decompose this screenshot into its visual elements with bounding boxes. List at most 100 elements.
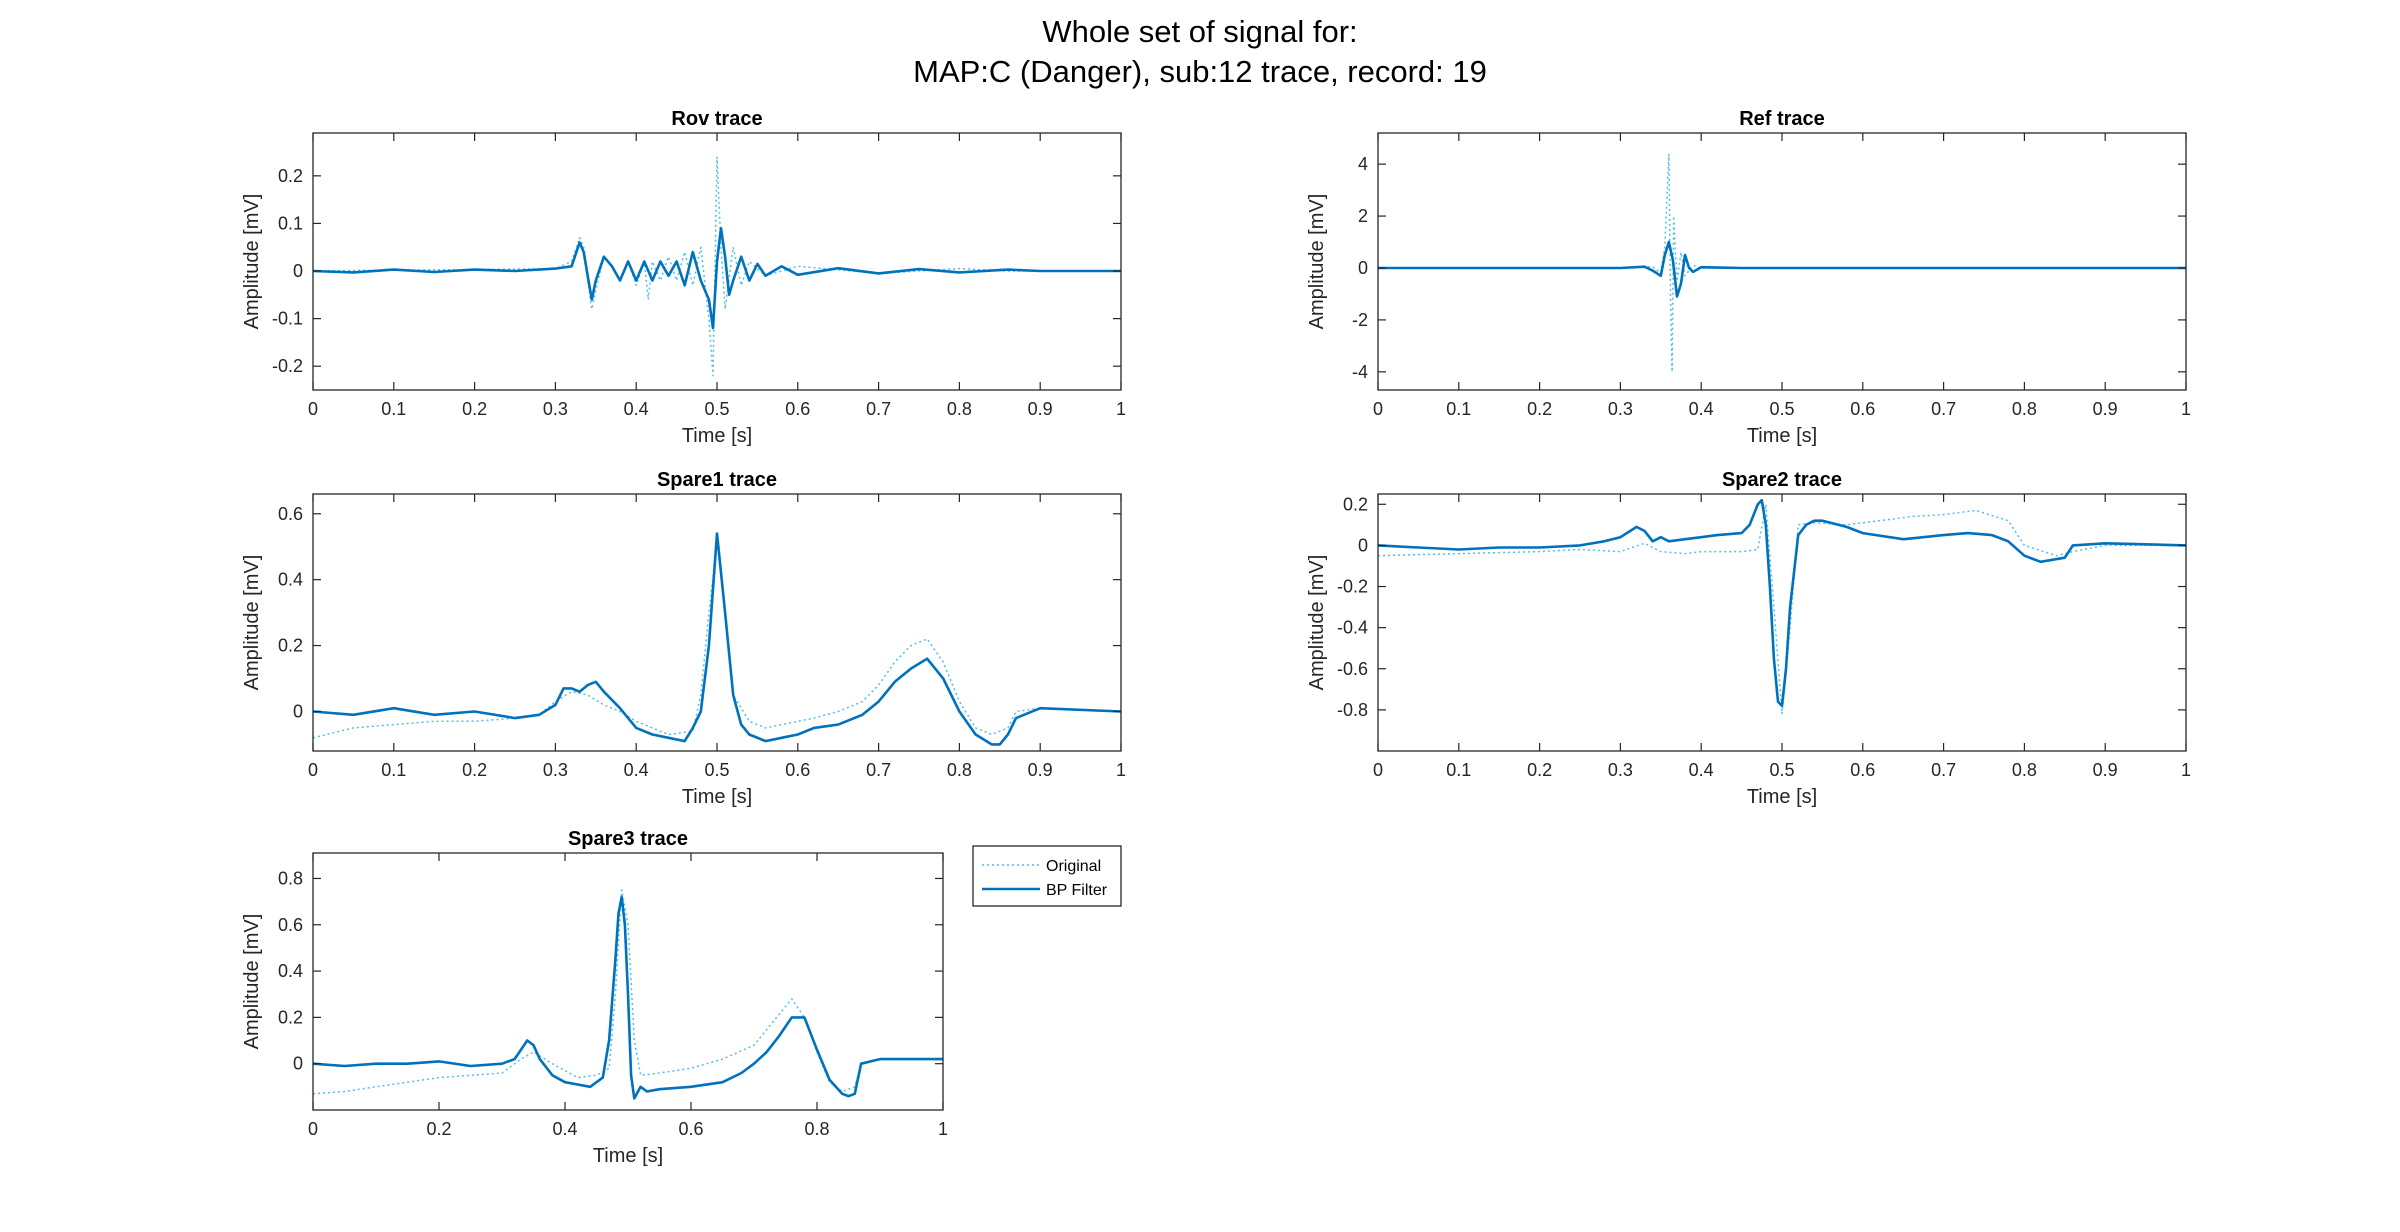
y-tick-label: 0.6 — [278, 504, 303, 524]
axes-frame — [312, 852, 944, 1111]
x-tick-label: 0.5 — [704, 760, 729, 780]
x-tick-label: 0.2 — [426, 1119, 451, 1139]
x-tick-label: 0.8 — [947, 399, 972, 419]
y-tick-label: 0.2 — [278, 166, 303, 186]
y-tick-label: 0 — [1358, 535, 1368, 555]
x-tick-label: 0.9 — [2093, 399, 2118, 419]
axes-frame — [1377, 132, 2187, 391]
axes-3: 0 0.1 0.2 0.3 0.4 0.5 0.6 0.7 0.8 0.9 1 0 0.2 0.4 0.6 S… — [241, 469, 1126, 808]
x-tick-label: 0.4 — [552, 1119, 577, 1139]
x-tick-label: 0.5 — [1769, 760, 1794, 780]
y-axis-label: Amplitude [mV] — [1306, 194, 1328, 330]
x-tick-label: 0.1 — [381, 760, 406, 780]
x-tick-label: 0.2 — [462, 760, 487, 780]
x-tick-label: 1 — [2181, 399, 2191, 419]
x-tick-label: 0.6 — [678, 1119, 703, 1139]
series-line-bp-filter — [313, 532, 1121, 746]
y-tick-label: 0 — [293, 261, 303, 281]
axes-1: 0 0.1 0.2 0.3 0.4 0.5 0.6 0.7 0.8 0.9 1 -0.2 -0.1 0 0.… — [241, 108, 1126, 447]
y-tick-label: -4 — [1352, 362, 1368, 382]
legend: Original BP Filter — [972, 845, 1122, 907]
x-tick-label: 0.6 — [1850, 760, 1875, 780]
x-tick-label: 0.6 — [1850, 399, 1875, 419]
y-tick-label: 0.6 — [278, 915, 303, 935]
y-tick-label: 0 — [293, 1054, 303, 1074]
x-tick-label: 1 — [1116, 399, 1126, 419]
axes-title: Spare1 trace — [657, 469, 777, 491]
x-tick-label: 0.9 — [2093, 760, 2118, 780]
x-tick-label: 0.8 — [2012, 399, 2037, 419]
y-tick-label: -0.8 — [1337, 700, 1368, 720]
y-tick-label: 0.1 — [278, 213, 303, 233]
x-tick-label: 0.2 — [1527, 399, 1552, 419]
y-tick-label: -0.2 — [272, 356, 303, 376]
y-axis-label: Amplitude [mV] — [1306, 555, 1328, 691]
axes-5: 0 0.2 0.4 0.6 0.8 1 0 0.2 0.4 0.6 0.8 Spare3 trace T… — [241, 828, 948, 1167]
x-tick-label: 1 — [938, 1119, 948, 1139]
x-tick-label: 0 — [308, 1119, 318, 1139]
axes-4: 0 0.1 0.2 0.3 0.4 0.5 0.6 0.7 0.8 0.9 1 -0.8 -0.6 -0.… — [1306, 469, 2191, 808]
figure-title-line1: Whole set of signal for: — [1042, 14, 1358, 49]
axes-title: Ref trace — [1739, 108, 1825, 130]
x-tick-label: 0.1 — [1446, 760, 1471, 780]
series-line-original — [1378, 503, 2186, 715]
x-tick-label: 0.8 — [2012, 760, 2037, 780]
y-tick-label: 0.2 — [1343, 494, 1368, 514]
x-tick-label: 0.5 — [1769, 399, 1794, 419]
y-tick-label: 0.2 — [278, 636, 303, 656]
axes-title: Spare2 trace — [1722, 469, 1842, 491]
x-axis-label: Time [s] — [682, 786, 752, 808]
x-tick-label: 0.9 — [1028, 399, 1053, 419]
legend-box — [972, 845, 1122, 907]
y-tick-label: -0.4 — [1337, 618, 1368, 638]
y-tick-label: 0.4 — [278, 570, 303, 590]
x-tick-label: 0.4 — [624, 760, 649, 780]
x-axis-label: Time [s] — [682, 425, 752, 447]
legend-label-filtered: BP Filter — [1046, 882, 1108, 899]
y-tick-label: 0.8 — [278, 868, 303, 888]
x-tick-label: 0 — [308, 760, 318, 780]
x-tick-label: 0.2 — [462, 399, 487, 419]
y-axis-label: Amplitude [mV] — [241, 914, 263, 1050]
x-tick-label: 1 — [1116, 760, 1126, 780]
y-tick-label: 0 — [293, 701, 303, 721]
x-tick-label: 0.3 — [1608, 760, 1633, 780]
y-axis-label: Amplitude [mV] — [241, 555, 263, 691]
y-tick-label: 0.4 — [278, 961, 303, 981]
x-tick-label: 0.4 — [1689, 399, 1714, 419]
series-line-bp-filter — [1378, 240, 2186, 298]
x-tick-label: 0.7 — [866, 399, 891, 419]
x-tick-label: 0.7 — [1931, 760, 1956, 780]
axes-title: Rov trace — [671, 108, 762, 130]
x-tick-label: 0.7 — [1931, 399, 1956, 419]
axes-2: 0 0.1 0.2 0.3 0.4 0.5 0.6 0.7 0.8 0.9 1 -4 -2 0 2 4 Ref … — [1306, 108, 2191, 447]
y-tick-label: 0.2 — [278, 1007, 303, 1027]
x-axis-label: Time [s] — [1747, 425, 1817, 447]
y-tick-label: 0 — [1358, 258, 1368, 278]
x-tick-label: 0.2 — [1527, 760, 1552, 780]
x-tick-label: 0.6 — [785, 399, 810, 419]
x-tick-label: 0.3 — [1608, 399, 1633, 419]
series-line-bp-filter — [313, 226, 1121, 330]
legend-label-original: Original — [1046, 858, 1101, 875]
x-tick-label: 0.7 — [866, 760, 891, 780]
axes-title: Spare3 trace — [568, 828, 688, 850]
x-tick-label: 0.8 — [804, 1119, 829, 1139]
x-tick-label: 0.4 — [1689, 760, 1714, 780]
series-line-original — [313, 539, 1121, 739]
series-line-bp-filter — [1378, 498, 2186, 708]
y-axis-label: Amplitude [mV] — [241, 194, 263, 330]
x-tick-label: 0.3 — [543, 399, 568, 419]
x-tick-label: 0.1 — [381, 399, 406, 419]
x-axis-label: Time [s] — [593, 1145, 663, 1167]
x-tick-label: 0 — [308, 399, 318, 419]
series-line-bp-filter — [313, 895, 943, 1100]
y-tick-label: 2 — [1358, 206, 1368, 226]
y-tick-label: -0.6 — [1337, 659, 1368, 679]
x-tick-label: 0.8 — [947, 760, 972, 780]
y-tick-label: 4 — [1358, 154, 1368, 174]
x-tick-label: 0.9 — [1028, 760, 1053, 780]
y-tick-label: -2 — [1352, 310, 1368, 330]
figure-title-line2: MAP:C (Danger), sub:12 trace, record: 19 — [913, 54, 1487, 89]
